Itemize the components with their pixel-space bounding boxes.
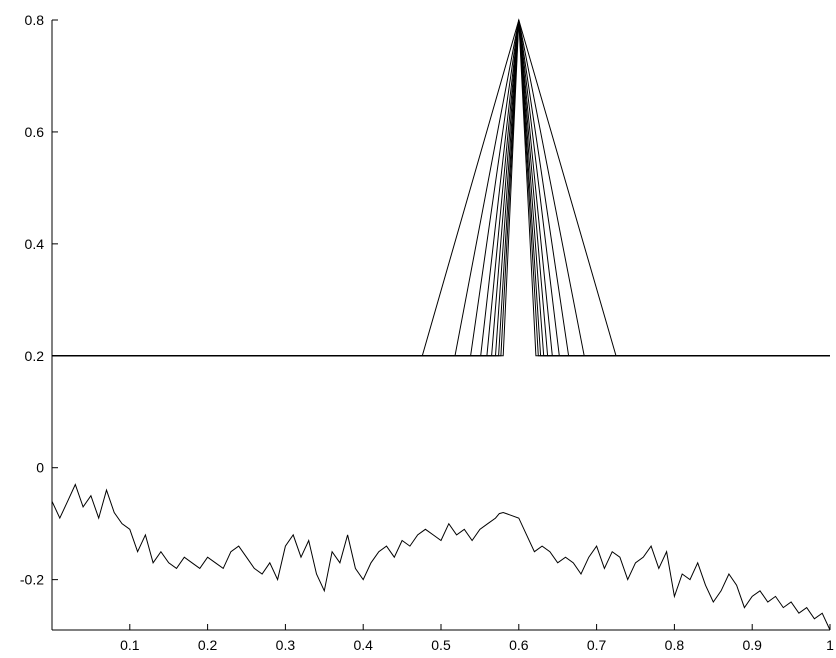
series-line-1 (52, 18, 830, 357)
y-tick-label: 0.8 (25, 12, 45, 28)
series-line-6 (52, 19, 830, 357)
series-group (51, 18, 831, 631)
x-tick-label: 1 (826, 637, 834, 653)
axes: 0.1 0.2 0.3 0.4 0.5 0.6 0.7 0.8 0.9 1 -0.2 0 0.2 0.4 0… (20, 12, 834, 653)
y-tick-label: 0.4 (25, 236, 45, 252)
series-line-4 (52, 19, 830, 357)
series-line-5 (52, 19, 830, 357)
x-tick-label: 0.2 (198, 637, 218, 653)
series-line-3 (52, 19, 830, 357)
x-tick-label: 0.4 (353, 637, 373, 653)
series-line-10 (52, 19, 830, 357)
x-tick-label: 0.8 (665, 637, 685, 653)
series-line-9 (52, 19, 830, 357)
x-tick-label: 0.5 (431, 637, 451, 653)
series-line-8 (52, 19, 830, 357)
x-tick-label: 0.9 (742, 637, 762, 653)
y-tick-label: 0 (36, 460, 44, 476)
y-tick-label: -0.2 (20, 572, 44, 588)
x-tick-label: 0.6 (509, 637, 529, 653)
series-line-7 (52, 19, 830, 357)
series-line-11 (51, 483, 831, 631)
series-line-2 (52, 19, 830, 357)
y-tick-label: 0.6 (25, 124, 45, 140)
x-tick-label: 0.3 (276, 637, 296, 653)
x-tick-label: 0.1 (120, 637, 140, 653)
x-tick-label: 0.7 (587, 637, 607, 653)
y-tick-label: 0.2 (25, 348, 45, 364)
